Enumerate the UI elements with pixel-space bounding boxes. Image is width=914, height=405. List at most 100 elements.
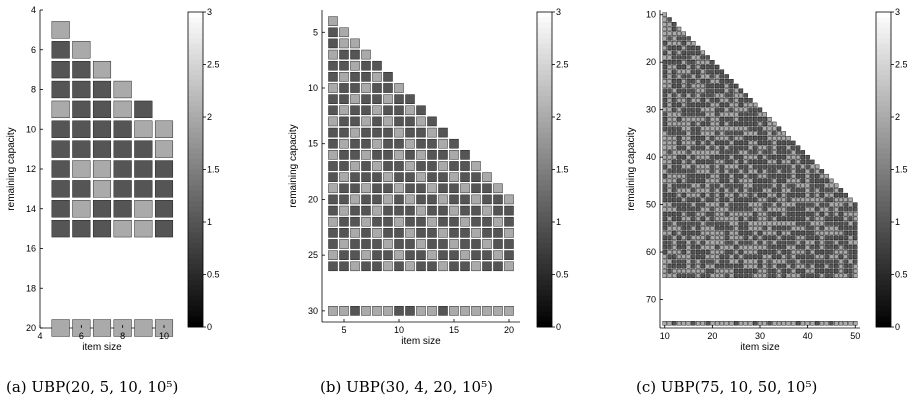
heatmap-cell xyxy=(681,164,686,169)
heatmap-cell xyxy=(838,221,844,226)
heatmap-cell xyxy=(700,159,706,165)
heatmap-cell xyxy=(691,60,696,65)
heatmap-cell xyxy=(710,121,715,127)
heatmap-cell xyxy=(700,112,706,117)
colorbar-segment xyxy=(876,17,891,23)
heatmap-cell xyxy=(810,207,815,212)
heatmap-cell xyxy=(662,93,667,98)
heatmap-cell xyxy=(734,226,739,231)
heatmap-cell xyxy=(743,226,748,231)
heatmap-cell xyxy=(681,83,686,89)
heatmap-cell xyxy=(734,121,739,127)
heatmap-cell xyxy=(681,235,686,240)
heatmap-cell xyxy=(695,93,701,98)
heatmap-cell xyxy=(471,250,481,260)
heatmap-cell xyxy=(676,131,682,136)
heatmap-cell xyxy=(672,31,677,36)
heatmap-cell xyxy=(72,41,91,59)
heatmap-cell xyxy=(834,264,839,269)
heatmap-cell xyxy=(662,154,667,160)
heatmap-cell xyxy=(743,216,748,222)
heatmap-cell xyxy=(838,197,844,203)
heatmap-cell xyxy=(748,197,753,203)
heatmap-cell xyxy=(691,321,696,326)
heatmap-cell xyxy=(719,249,725,255)
colorbar-segment xyxy=(188,17,203,23)
heatmap-cell xyxy=(710,135,715,141)
heatmap-cell xyxy=(662,112,667,117)
heatmap-cell xyxy=(700,55,706,60)
heatmap-cell xyxy=(449,161,459,171)
heatmap-cell xyxy=(795,235,801,240)
heatmap-cell xyxy=(695,98,701,103)
heatmap-cell xyxy=(776,230,782,236)
heatmap-cell xyxy=(776,178,782,184)
colorbar-segment xyxy=(188,290,203,296)
heatmap-cell xyxy=(795,240,801,245)
heatmap-cell xyxy=(791,192,796,198)
heatmap-cell xyxy=(810,254,815,259)
heatmap-cell xyxy=(729,159,734,165)
heatmap-cell xyxy=(667,64,672,70)
heatmap-cell xyxy=(776,131,782,136)
heatmap-cell xyxy=(372,194,382,205)
heatmap-cell xyxy=(757,245,763,250)
heatmap-cell xyxy=(724,126,729,131)
heatmap-cell xyxy=(113,200,132,218)
colorbar-segment xyxy=(188,164,203,170)
heatmap-cell xyxy=(753,259,758,264)
heatmap-cell xyxy=(438,183,448,194)
heatmap-cell xyxy=(729,178,734,184)
heatmap-cell xyxy=(724,211,729,217)
heatmap-cell xyxy=(781,240,786,245)
heatmap-cell xyxy=(460,216,470,227)
heatmap-cell xyxy=(493,183,503,194)
heatmap-cell xyxy=(786,254,791,259)
heatmap-cell xyxy=(810,321,815,326)
heatmap-cell xyxy=(762,321,767,326)
heatmap-cell xyxy=(786,245,791,250)
heatmap-cell xyxy=(471,161,481,171)
heatmap-cell xyxy=(700,173,706,179)
heatmap-cell xyxy=(772,249,777,255)
heatmap-cell xyxy=(748,150,753,155)
heatmap-cell xyxy=(800,249,806,255)
heatmap-cell xyxy=(686,159,691,165)
heatmap-cell xyxy=(113,219,132,238)
heatmap-cell xyxy=(681,131,686,136)
heatmap-cell xyxy=(724,183,729,188)
colorbar-segment xyxy=(876,311,891,317)
heatmap-cell xyxy=(791,202,796,207)
heatmap-cell xyxy=(681,154,686,160)
heatmap-cell xyxy=(383,250,393,260)
heatmap-cell xyxy=(743,264,748,269)
heatmap-cell xyxy=(819,230,825,236)
colorbar-segment xyxy=(188,169,203,176)
colorbar-segment xyxy=(537,206,552,212)
heatmap-cell xyxy=(504,250,514,260)
heatmap-cell xyxy=(805,321,810,326)
heatmap-cell xyxy=(686,79,691,84)
heatmap-cell xyxy=(748,226,753,231)
heatmap-cell xyxy=(795,183,801,188)
heatmap-cell xyxy=(724,74,729,79)
heatmap-cell xyxy=(719,93,725,98)
heatmap-cell xyxy=(762,154,767,160)
heatmap-cell xyxy=(795,264,801,269)
heatmap-cell xyxy=(748,183,753,188)
heatmap-cell xyxy=(757,116,763,122)
heatmap-cell xyxy=(762,221,767,226)
heatmap-cell xyxy=(776,192,782,198)
heatmap-cell xyxy=(786,264,791,269)
heatmap-cell xyxy=(695,88,701,93)
heatmap-cell xyxy=(805,197,810,203)
colorbar-segment xyxy=(876,243,891,249)
colorbar-tick-label: 2 xyxy=(556,112,561,122)
heatmap-cell xyxy=(92,180,112,198)
heatmap-cell xyxy=(724,116,729,122)
heatmap-cell xyxy=(724,230,729,236)
heatmap-cell xyxy=(748,121,753,127)
colorbar-segment xyxy=(188,279,203,286)
heatmap-cell xyxy=(772,145,777,150)
heatmap-cell xyxy=(672,121,677,127)
